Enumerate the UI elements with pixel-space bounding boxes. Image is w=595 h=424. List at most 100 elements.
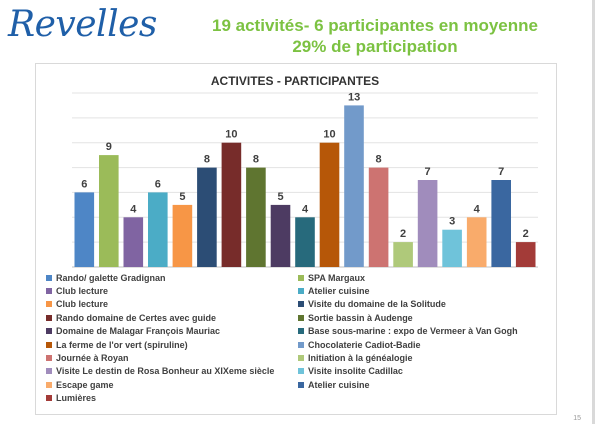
data-label-9: 5 — [277, 191, 283, 203]
revelles-logo: Revelles — [8, 4, 157, 45]
legend-swatch — [46, 381, 52, 388]
legend-label: Domaine de Malagar François Mauriac — [56, 326, 221, 337]
legend-swatch — [298, 328, 304, 335]
bar-13 — [368, 167, 389, 267]
legend-item-11: La ferme de l'or vert (spiruline) — [46, 338, 188, 351]
legend-label: SPA Margaux — [308, 272, 366, 283]
legend-label: Rando/ galette Gradignan — [56, 272, 166, 283]
legend-swatch — [298, 354, 304, 361]
legend-label: Escape game — [56, 379, 114, 390]
legend-label: Journée à Royan — [56, 352, 129, 363]
bar-12 — [344, 105, 364, 268]
legend-label: Base sous-marine : expo de Vermeer à Van… — [308, 326, 518, 337]
legend-item-4: Atelier cuisine — [298, 284, 370, 297]
legend-item-1: Rando/ galette Gradignan — [46, 271, 166, 284]
legend-swatch — [46, 274, 52, 281]
bar-8 — [246, 167, 266, 267]
legend-label: Club lecture — [56, 285, 109, 296]
legend-swatch — [46, 368, 52, 375]
legend-swatch — [46, 287, 52, 294]
legend-swatch — [298, 368, 304, 375]
data-label-16: 3 — [449, 216, 455, 228]
legend-item-14: Initiation à la généalogie — [298, 351, 413, 364]
legend-item-9: Domaine de Malagar François Mauriac — [46, 325, 220, 338]
legend-swatch — [46, 395, 52, 402]
data-label-5: 5 — [179, 191, 185, 203]
legend-label: Lumières — [56, 393, 97, 404]
legend-label: Chocolaterie Cadiot-Badie — [308, 339, 421, 350]
legend-swatch — [298, 287, 304, 294]
legend-item-3: Club lecture — [46, 284, 108, 297]
legend-item-15: Visite Le destin de Rosa Bonheur au XIXe… — [46, 365, 274, 378]
legend-item-5: Club lecture — [46, 298, 108, 311]
legend-swatch — [298, 381, 304, 388]
bar-18 — [491, 180, 511, 267]
data-label-10: 4 — [302, 203, 309, 215]
data-label-18: 7 — [498, 166, 504, 178]
legend-item-17: Escape game — [46, 378, 114, 391]
legend-swatch — [298, 341, 304, 348]
data-label-14: 2 — [400, 228, 406, 240]
data-label-4: 6 — [155, 178, 161, 190]
data-label-1: 6 — [81, 178, 87, 190]
legend-label: Sortie bassin à Audenge — [308, 312, 413, 323]
legend-label: Atelier cuisine — [308, 285, 370, 296]
data-label-11: 10 — [323, 129, 335, 141]
bar-14 — [393, 242, 413, 267]
legend-swatch — [46, 314, 52, 321]
bar-5 — [172, 204, 193, 267]
bar-9 — [270, 204, 291, 267]
data-label-17: 4 — [474, 203, 481, 215]
bar-16 — [442, 229, 462, 267]
bar-1 — [74, 192, 95, 267]
chart-title: ACTIVITES - PARTICIPANTES — [210, 74, 380, 88]
legend-swatch — [298, 301, 304, 308]
legend-swatch — [46, 301, 52, 308]
slide-edge — [592, 0, 595, 424]
data-label-19: 2 — [523, 228, 529, 240]
legend-item-10: Base sous-marine : expo de Vermeer à Van… — [298, 325, 518, 338]
bar-10 — [295, 217, 315, 267]
bar-2 — [99, 155, 119, 267]
legend-label: Atelier cuisine — [308, 379, 370, 390]
legend-label: Initiation à la généalogie — [308, 352, 413, 363]
legend-label: Rando domaine de Certes avec guide — [56, 312, 217, 323]
data-label-13: 8 — [376, 154, 382, 166]
bar-7 — [221, 142, 242, 267]
legend-item-18: Atelier cuisine — [298, 378, 370, 391]
data-label-8: 8 — [253, 154, 259, 166]
headline-participation: 29% de participation — [292, 37, 458, 56]
data-label-3: 4 — [130, 203, 137, 215]
legend-item-8: Sortie bassin à Audenge — [298, 311, 413, 324]
bar-17 — [466, 217, 487, 267]
data-label-6: 8 — [204, 154, 210, 166]
legend-item-6: Visite du domaine de la Solitude — [298, 298, 446, 311]
legend-swatch — [298, 274, 304, 281]
page-number: 15 — [573, 415, 581, 422]
legend-label: La ferme de l'or vert (spiruline) — [56, 339, 188, 350]
bar-19 — [515, 242, 536, 267]
bar-11 — [319, 142, 340, 267]
legend-item-2: SPA Margaux — [298, 271, 365, 284]
bar-4 — [148, 192, 168, 267]
bar-15 — [417, 180, 438, 267]
legend-label: Visite insolite Cadillac — [308, 366, 403, 377]
data-label-2: 9 — [106, 141, 112, 153]
legend-swatch — [46, 341, 52, 348]
legend-swatch — [46, 328, 52, 335]
legend-label: Club lecture — [56, 299, 109, 310]
data-label-7: 10 — [225, 129, 237, 141]
legend-label: Visite Le destin de Rosa Bonheur au XIXe… — [56, 366, 275, 377]
legend-item-19: Lumières — [46, 392, 96, 405]
bar-3 — [123, 217, 144, 267]
legend-item-16: Visite insolite Cadillac — [298, 365, 403, 378]
data-label-15: 7 — [425, 166, 431, 178]
headline-activities: 19 activités- 6 participantes en moyenne — [212, 16, 538, 35]
legend-item-12: Chocolaterie Cadiot-Badie — [298, 338, 421, 351]
legend-item-13: Journée à Royan — [46, 351, 129, 364]
data-label-12: 13 — [348, 91, 360, 103]
legend-swatch — [46, 354, 52, 361]
bar-6 — [197, 167, 217, 267]
